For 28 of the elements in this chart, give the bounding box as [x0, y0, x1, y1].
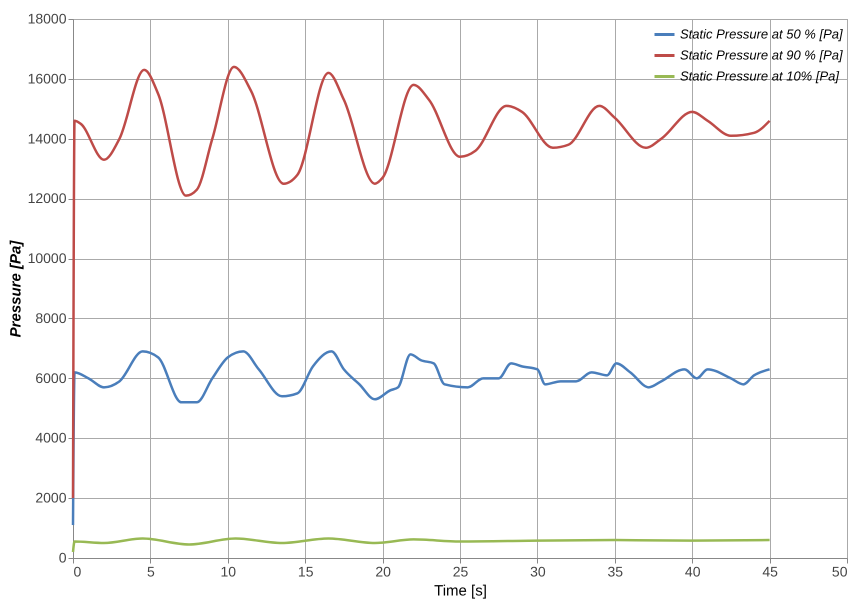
x-tick-label: 15 — [298, 564, 314, 580]
y-tick-label: 18000 — [28, 10, 67, 26]
y-tick-label: 2000 — [35, 490, 67, 506]
y-tick-label: 4000 — [35, 430, 67, 446]
y-tick-label: 10000 — [28, 250, 67, 266]
y-tick-label: 8000 — [35, 310, 67, 326]
x-tick-label: 10 — [220, 564, 236, 580]
x-tick-label: 5 — [147, 564, 155, 580]
x-tick-label: 50 — [832, 564, 848, 580]
x-tick-label: 40 — [684, 564, 701, 580]
legend-label: Static Pressure at 90 % [Pa] — [680, 48, 843, 62]
y-tick-label: 6000 — [35, 370, 67, 386]
x-tick-label: 35 — [608, 564, 624, 580]
x-tick-label: 45 — [762, 564, 778, 580]
legend-label: Static Pressure at 10% [Pa] — [680, 68, 840, 84]
y-tick-label: 14000 — [28, 130, 67, 146]
x-tick-label: 30 — [530, 564, 546, 580]
y-tick-label: 12000 — [28, 190, 67, 206]
x-tick-label: 20 — [375, 564, 392, 580]
line-series — [72, 537, 771, 554]
y-axis-title: Pressure [Pa] — [8, 240, 25, 338]
legend-label: Static Pressure at 50 % [Pa] — [680, 26, 843, 42]
x-tick-label: 25 — [452, 564, 468, 580]
line-series — [72, 66, 771, 500]
x-tick-label: 0 — [74, 564, 82, 580]
y-tick-label: 16000 — [28, 70, 67, 86]
y-tick-label: 0 — [58, 550, 67, 566]
x-axis-title: Time [s] — [434, 582, 487, 600]
